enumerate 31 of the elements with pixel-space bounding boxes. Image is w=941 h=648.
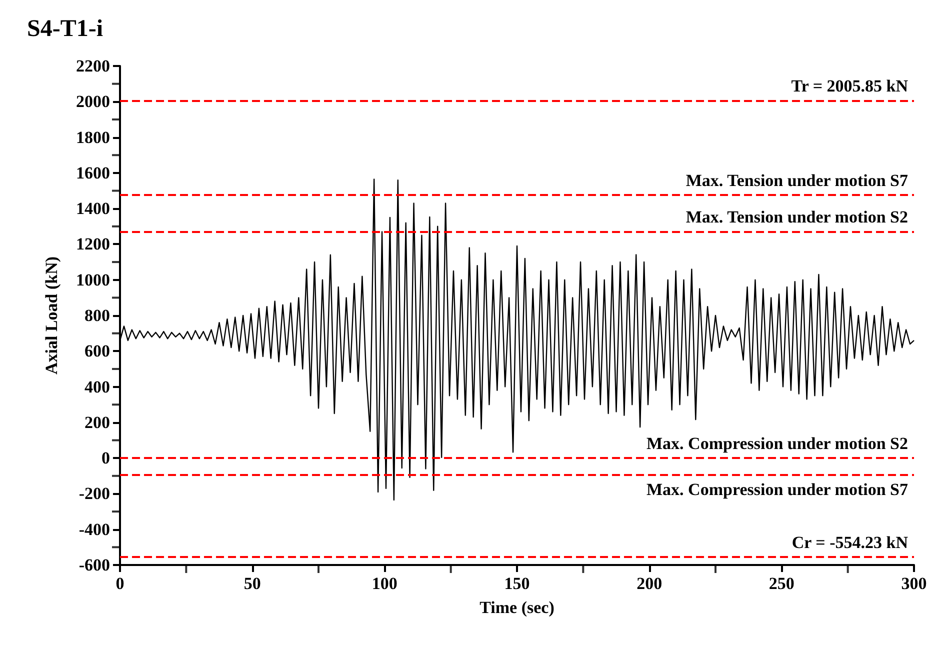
x-tick-label: 250 bbox=[768, 574, 794, 593]
ref-line-label: Cr = -554.23 kN bbox=[792, 532, 909, 552]
x-tick-label: 0 bbox=[116, 574, 124, 593]
y-axis-title: Axial Load (kN) bbox=[42, 256, 61, 375]
y-tick-label: -600 bbox=[78, 556, 110, 574]
y-tick-label: 1600 bbox=[76, 163, 110, 182]
ref-line-label: Max. Compression under motion S2 bbox=[646, 434, 908, 454]
chart-title: S4-T1-i bbox=[27, 16, 104, 42]
y-tick-label: 400 bbox=[84, 377, 110, 396]
y-tick-label: 800 bbox=[84, 306, 110, 325]
y-tick-label: 1400 bbox=[76, 199, 110, 218]
y-tick-label: 200 bbox=[84, 412, 110, 432]
x-tick-label: 100 bbox=[372, 574, 398, 593]
y-tick-label: -200 bbox=[78, 484, 110, 504]
x-tick-label: 200 bbox=[636, 574, 662, 593]
y-tick-label: 2000 bbox=[76, 92, 110, 112]
y-tick-label: 600 bbox=[84, 342, 110, 361]
ref-line-label: Max. Compression under motion S7 bbox=[646, 480, 908, 499]
y-tick-label: 2200 bbox=[76, 56, 110, 76]
ref-line-label: Max. Tension under motion S2 bbox=[686, 208, 908, 227]
y-tick-label: 1000 bbox=[76, 270, 110, 290]
x-axis-title: Time (sec) bbox=[480, 598, 554, 617]
y-tick-label: 1800 bbox=[76, 128, 110, 147]
y-tick-label: 1200 bbox=[76, 234, 110, 254]
ref-line-label: Tr = 2005.85 kN bbox=[791, 76, 909, 96]
x-tick-label: 150 bbox=[504, 574, 530, 593]
x-tick-label: 300 bbox=[901, 574, 927, 593]
x-tick-label: 50 bbox=[244, 574, 261, 593]
y-tick-label: -400 bbox=[78, 520, 110, 539]
ref-line-label: Max. Tension under motion S7 bbox=[686, 171, 908, 190]
y-tick-label: 0 bbox=[102, 448, 110, 468]
